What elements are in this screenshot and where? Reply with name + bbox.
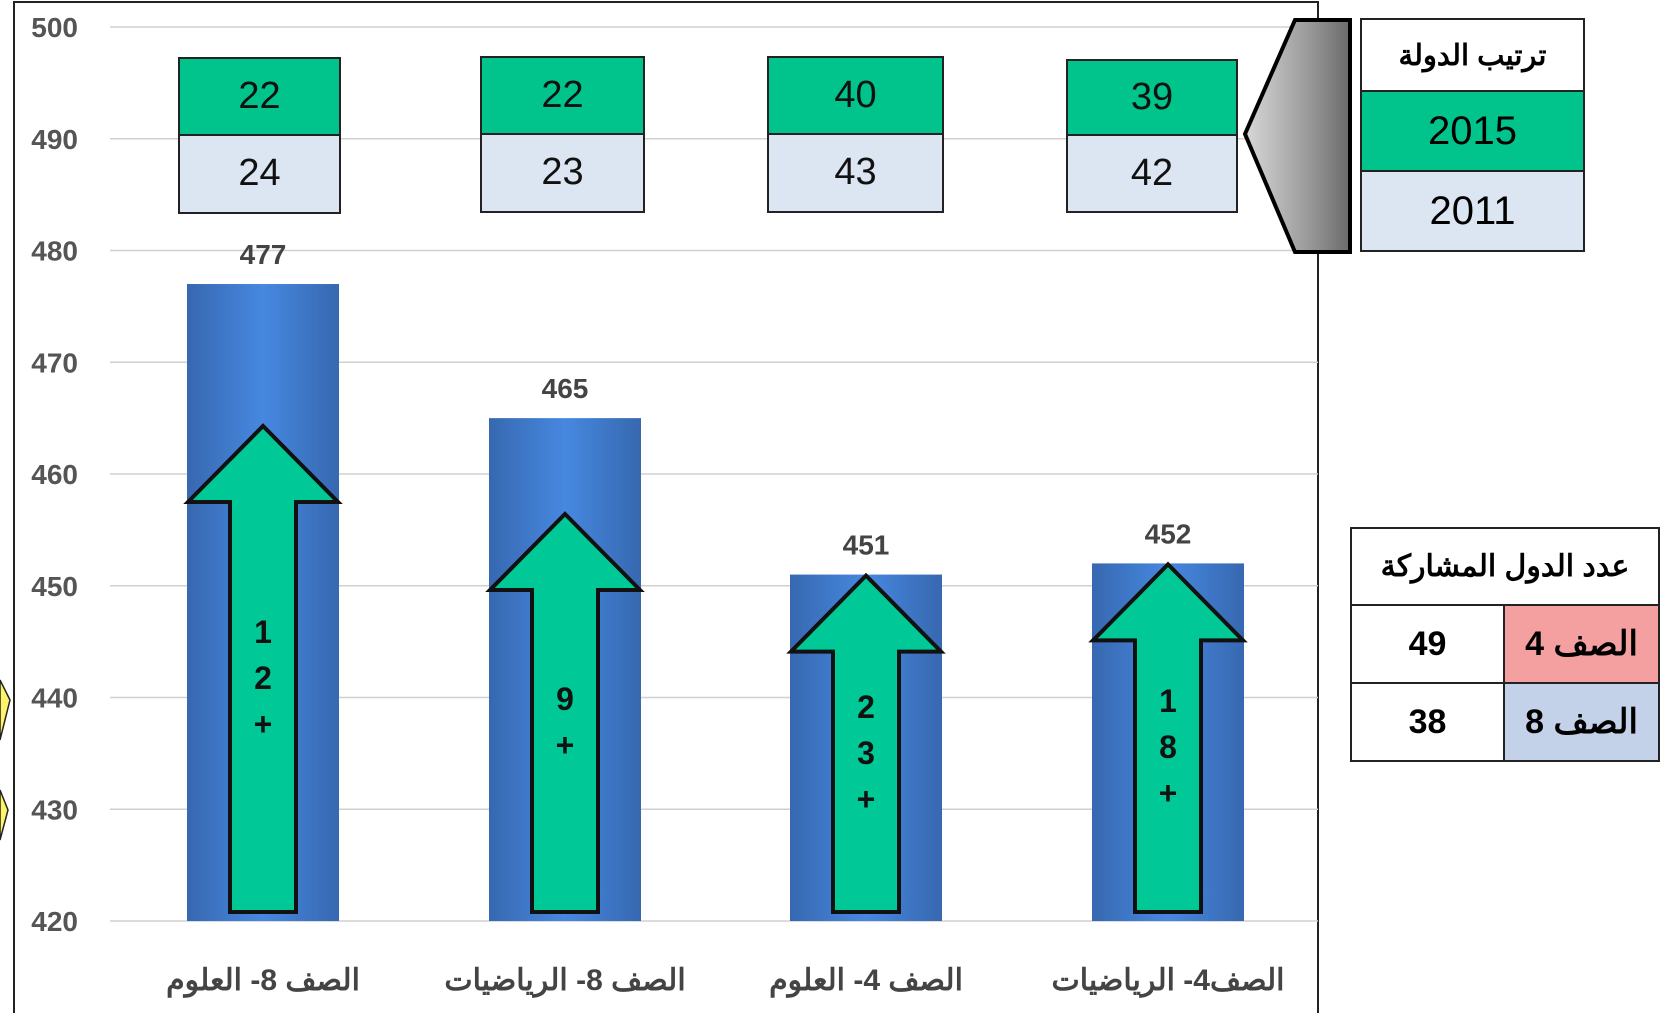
x-category-label: الصف 8- الرياضيات xyxy=(444,964,685,998)
rank-legend-2015: 2015 xyxy=(1362,92,1583,172)
y-tick-label: 440 xyxy=(31,683,78,714)
improvement-label: 1 8 + xyxy=(1159,683,1178,811)
rank-2011-value: 43 xyxy=(769,134,942,211)
bar-value-label: 465 xyxy=(542,373,589,404)
y-tick-label: 460 xyxy=(31,459,78,490)
rank-2011-value: 42 xyxy=(1068,136,1236,211)
svg-text:1: 1 xyxy=(254,614,272,650)
svg-text:9: 9 xyxy=(556,681,574,717)
svg-text:8: 8 xyxy=(1159,729,1177,765)
bar-value-label: 477 xyxy=(240,239,287,270)
participants-row-grade8: الصف 8 38 xyxy=(1352,682,1658,760)
improvement-arrow xyxy=(485,511,645,914)
bar-value-label: 452 xyxy=(1145,518,1192,549)
rank-2015-value: 40 xyxy=(769,58,942,135)
svg-text:2: 2 xyxy=(254,660,272,696)
svg-text:+: + xyxy=(254,706,273,742)
rank-2011-value: 24 xyxy=(180,135,339,212)
rank-2015-value: 22 xyxy=(482,58,643,135)
improvement-arrow xyxy=(1088,561,1248,914)
rank-2011-value: 23 xyxy=(482,134,643,211)
rank-box: 22 23 xyxy=(480,56,645,213)
y-tick-label: 490 xyxy=(31,124,78,155)
improvement-arrow xyxy=(183,423,343,914)
y-tick-label: 430 xyxy=(31,794,78,825)
count-cell: 38 xyxy=(1408,702,1447,741)
rank-legend: ترتيب الدولة 2015 2011 xyxy=(1360,18,1585,252)
y-tick-label: 450 xyxy=(31,571,78,602)
grade-cell: الصف 4 xyxy=(1503,606,1658,682)
svg-text:+: + xyxy=(1159,775,1178,811)
x-category-label: الصف 4- العلوم xyxy=(769,964,963,998)
rank-chevron xyxy=(1242,18,1352,254)
improvement-label: 1 2 + xyxy=(254,614,273,742)
improvement-arrow xyxy=(786,572,946,914)
bar-value-label: 451 xyxy=(843,530,890,561)
x-category-label: الصف 8- العلوم xyxy=(166,964,360,998)
count-cell: 49 xyxy=(1408,624,1447,663)
svg-text:1: 1 xyxy=(1159,683,1177,719)
improvement-label: 2 3 + xyxy=(857,689,876,817)
rank-box: 39 42 xyxy=(1066,59,1238,213)
y-tick-label: 500 xyxy=(31,12,78,43)
x-category-label: الصف4- الرياضيات xyxy=(1052,964,1285,998)
participants-title: عدد الدول المشاركة xyxy=(1352,529,1658,606)
svg-text:+: + xyxy=(556,727,575,763)
improvement-label: 9+ xyxy=(556,681,575,763)
svg-text:+: + xyxy=(857,781,876,817)
y-tick-label: 470 xyxy=(31,347,78,378)
participants-row-grade4: الصف 4 49 xyxy=(1352,606,1658,682)
rank-legend-title: ترتيب الدولة xyxy=(1362,20,1583,92)
rank-2015-value: 22 xyxy=(180,59,339,136)
grade-cell: الصف 8 xyxy=(1503,684,1658,760)
svg-text:2: 2 xyxy=(857,689,875,725)
left-edge-decoration xyxy=(0,679,11,841)
rank-2015-value: 39 xyxy=(1068,61,1236,136)
participants-table: عدد الدول المشاركة الصف 4 49 الصف 8 38 xyxy=(1350,527,1660,762)
rank-box: 40 43 xyxy=(767,56,944,213)
rank-legend-2011: 2011 xyxy=(1362,172,1583,250)
y-tick-label: 480 xyxy=(31,236,78,267)
y-tick-label: 420 xyxy=(31,906,78,937)
svg-text:3: 3 xyxy=(857,735,875,771)
plot-frame xyxy=(13,1,1319,1013)
rank-box: 22 24 xyxy=(178,57,341,214)
